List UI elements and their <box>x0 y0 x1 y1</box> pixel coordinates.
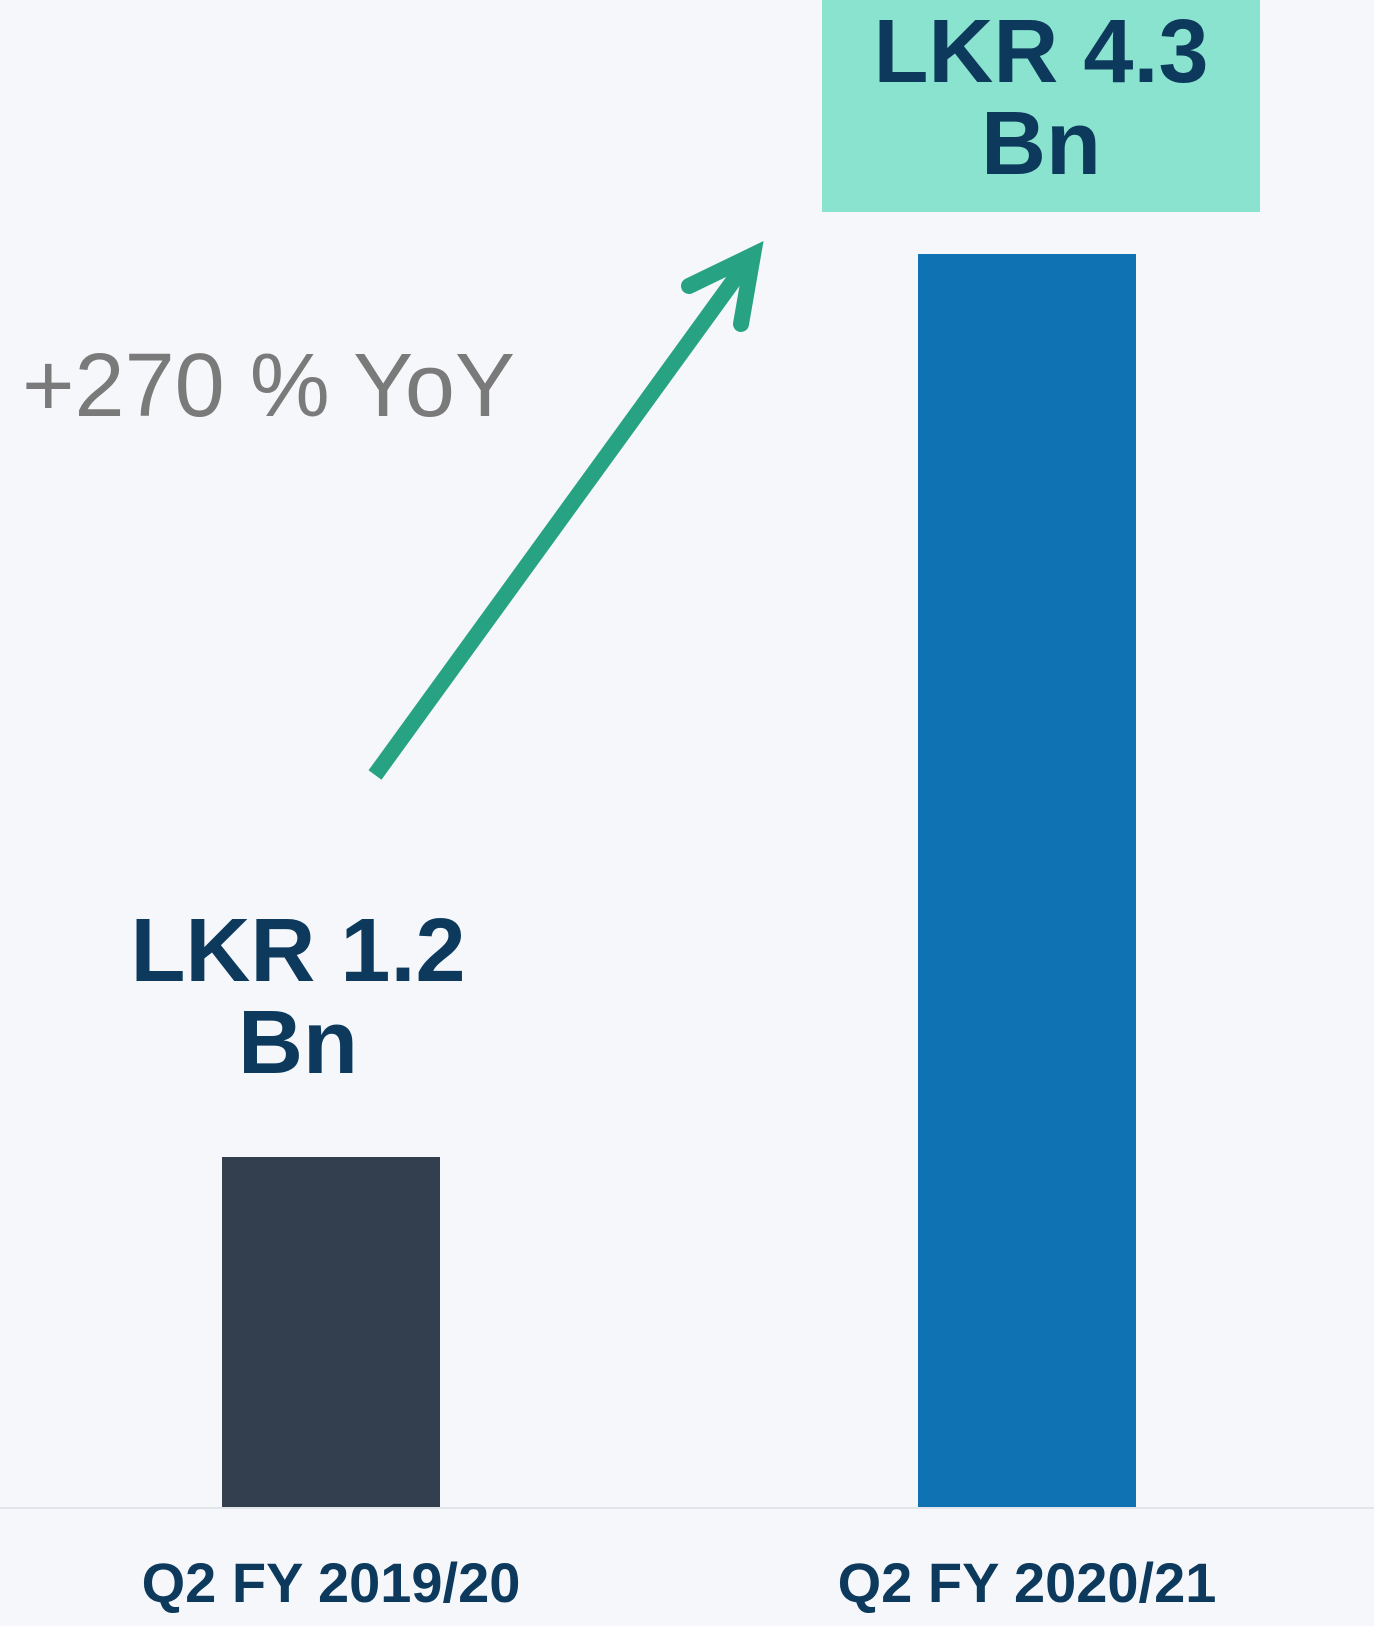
x-tick-label: Q2 FY 2020/21 <box>837 1551 1217 1614</box>
bar <box>222 1157 440 1507</box>
x-tick-label: Q2 FY 2019/20 <box>141 1551 521 1614</box>
value-label: LKR 4.3 Bn <box>822 0 1260 212</box>
annotation: +270 % YoY <box>22 336 515 436</box>
value-label: LKR 1.2 Bn <box>130 901 466 1094</box>
baseline <box>0 1507 1374 1509</box>
arrow-head <box>681 240 764 332</box>
bar <box>918 254 1136 1507</box>
